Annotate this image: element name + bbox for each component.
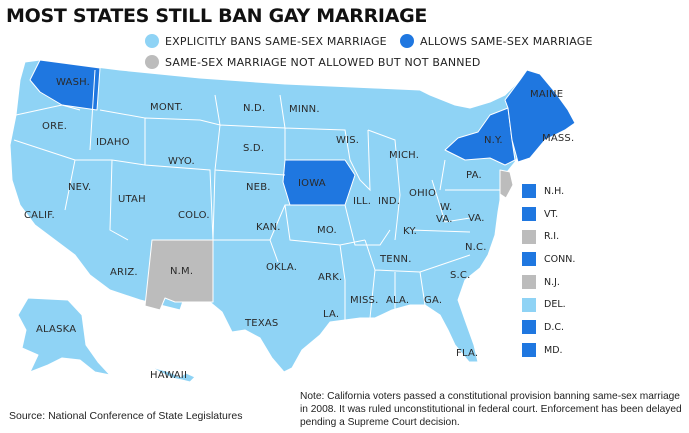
small-state-row: N.J. [522, 271, 602, 294]
label-utah: UTAH [118, 194, 146, 205]
label-idaho: IDAHO [96, 137, 130, 148]
label-nev: NEV. [68, 182, 91, 193]
small-state-row: DEL. [522, 293, 602, 316]
legend-neither-label: SAME-SEX MARRIAGE NOT ALLOWED BUT NOT BA… [165, 55, 481, 69]
state-new-mexico [144, 239, 214, 311]
footnote: Note: California voters passed a constit… [300, 391, 682, 428]
small-state-swatch [522, 207, 536, 222]
label-mich: MICH. [389, 150, 419, 161]
label-texas: TEXAS [244, 318, 278, 329]
small-state-label: N.H. [544, 185, 565, 197]
map-title: MOST STATES STILL BAN GAY MARRIAGE [6, 5, 428, 27]
small-states-legend: N.H. VT. R.I. CONN. N.J. DEL. D.C. MD. [522, 180, 602, 362]
label-ark: ARK. [318, 272, 342, 283]
label-wash: WASH. [56, 77, 90, 88]
label-ala: ALA. [386, 295, 409, 306]
label-mont: MONT. [150, 102, 183, 113]
label-tenn: TENN. [379, 254, 412, 265]
small-state-row: R.I. [522, 225, 602, 248]
label-minn: MINN. [289, 104, 320, 115]
label-wyo: WYO. [168, 156, 195, 167]
legend-neither: SAME-SEX MARRIAGE NOT ALLOWED BUT NOT BA… [145, 55, 481, 69]
legend-bans-label: EXPLICITLY BANS SAME-SEX MARRIAGE [165, 34, 387, 48]
small-state-row: VT. [522, 203, 602, 226]
label-maine: MAINE [530, 89, 563, 100]
state-borders [13, 69, 500, 320]
label-ny: N.Y. [484, 135, 503, 146]
state-new-jersey [499, 169, 514, 199]
legend-allows-label: ALLOWS SAME-SEX MARRIAGE [420, 34, 593, 48]
label-mass: MASS. [542, 133, 574, 144]
label-wva-va: VA. [436, 214, 453, 225]
source-note: Source: National Conference of State Leg… [9, 410, 243, 422]
label-ore: ORE. [42, 121, 67, 132]
state-new-england [504, 69, 576, 163]
legend-allows-swatch [400, 34, 414, 48]
label-la: LA. [323, 309, 339, 320]
small-state-swatch [522, 229, 536, 244]
legend-neither-swatch [145, 55, 159, 69]
small-state-swatch [522, 343, 536, 358]
label-hawaii: HAWAII [150, 370, 187, 381]
label-wis: WIS. [336, 135, 359, 146]
small-state-row: N.H. [522, 180, 602, 203]
label-wva-w: W. [440, 202, 452, 213]
small-state-swatch [522, 252, 536, 267]
label-sc: S.C. [450, 270, 471, 281]
label-ill: ILL. [353, 196, 371, 207]
label-nd: N.D. [243, 103, 265, 114]
label-neb: NEB. [246, 182, 271, 193]
label-calif: CALIF. [24, 210, 55, 221]
label-ariz: ARIZ. [110, 267, 138, 278]
small-state-label: R.I. [544, 231, 560, 243]
small-state-swatch [522, 275, 536, 290]
label-ky: KY. [403, 226, 417, 237]
small-state-row: CONN. [522, 248, 602, 271]
legend-bans-swatch [145, 34, 159, 48]
label-ga: GA. [424, 295, 442, 306]
state-alaska [17, 297, 111, 376]
small-state-label: N.J. [544, 276, 560, 288]
label-va: VA. [468, 213, 485, 224]
label-sd: S.D. [243, 143, 264, 154]
small-state-label: VT. [544, 208, 559, 220]
label-alaska: ALASKA [36, 324, 76, 335]
label-pa: PA. [466, 170, 482, 181]
small-state-row: D.C. [522, 316, 602, 339]
small-state-swatch [522, 320, 536, 335]
label-okla: OKLA. [266, 262, 297, 273]
small-state-swatch [522, 297, 536, 312]
small-state-label: CONN. [544, 253, 576, 265]
label-ind: IND. [378, 196, 400, 207]
legend-allows: ALLOWS SAME-SEX MARRIAGE [400, 34, 593, 48]
small-state-label: D.C. [544, 321, 564, 333]
label-nc: N.C. [465, 242, 487, 253]
label-miss: MISS. [350, 295, 378, 306]
label-fla: FLA. [456, 348, 478, 359]
border [13, 69, 500, 320]
label-ohio: OHIO [409, 188, 436, 199]
label-mo: MO. [317, 225, 337, 236]
label-iowa: IOWA [298, 178, 326, 189]
small-state-label: MD. [544, 344, 563, 356]
small-state-row: MD. [522, 339, 602, 362]
label-colo: COLO. [178, 210, 210, 221]
label-kan: KAN. [256, 222, 281, 233]
legend-bans: EXPLICITLY BANS SAME-SEX MARRIAGE [145, 34, 387, 48]
small-state-swatch [522, 184, 536, 199]
state-hawaii [149, 365, 196, 383]
label-nm: N.M. [170, 266, 193, 277]
small-state-label: DEL. [544, 299, 566, 311]
